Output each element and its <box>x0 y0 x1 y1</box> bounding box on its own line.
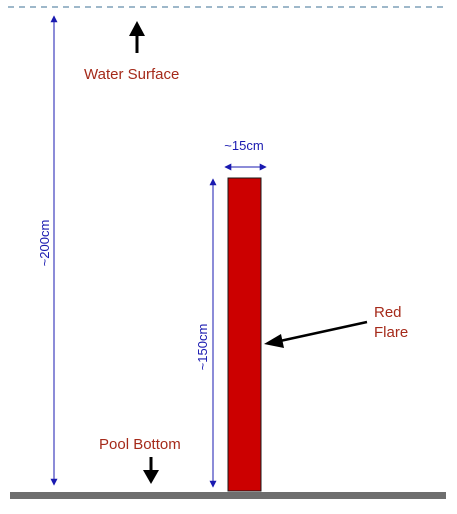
red-flare <box>228 178 261 491</box>
flare-pointer-arrow-icon <box>264 322 367 348</box>
red-flare-label-line1: Red <box>374 304 402 321</box>
flare-height-label: ~150cm <box>195 324 210 371</box>
down-arrow-icon <box>143 457 159 484</box>
water-surface-label: Water Surface <box>84 66 179 83</box>
pool-bottom-label: Pool Bottom <box>99 436 181 453</box>
depth-dimension-label: ~200cm <box>37 220 52 267</box>
red-flare-label-line2: Flare <box>374 324 408 341</box>
flare-width-label: ~15cm <box>224 138 263 153</box>
up-arrow-icon <box>129 21 145 53</box>
pool-bottom-floor <box>10 492 446 499</box>
